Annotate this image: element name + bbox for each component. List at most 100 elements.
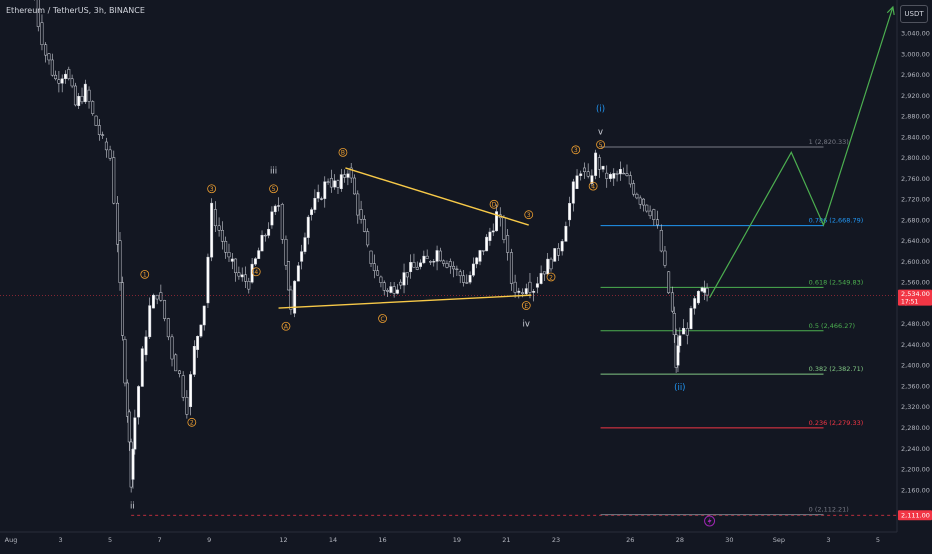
- candle-body: [67, 69, 71, 80]
- candle-body: [116, 202, 119, 245]
- candle-body: [170, 336, 174, 360]
- candle-body: [402, 272, 406, 286]
- candle-body: [546, 258, 550, 275]
- candle-body: [50, 59, 54, 76]
- candle-body: [70, 78, 74, 87]
- wave-marker: [521, 301, 531, 310]
- wave-marker: [269, 184, 278, 194]
- candle-body: [104, 141, 108, 151]
- x-tick-label: 5: [876, 536, 880, 544]
- current-price-tag: [898, 289, 932, 306]
- candle-body: [605, 172, 609, 179]
- wave-label: 5: [599, 142, 603, 149]
- candle-body: [645, 204, 649, 212]
- candle-body: [237, 272, 241, 277]
- candle-body: [234, 258, 238, 273]
- fib-level-label: 0 (2,112.21): [809, 506, 849, 514]
- candle-body: [181, 375, 185, 398]
- x-tick-label: 28: [676, 536, 684, 544]
- fib-level-label: 0.5 (2,466.27): [809, 322, 855, 330]
- x-tick-label: 14: [329, 536, 337, 544]
- candle-body: [586, 171, 590, 177]
- candle-body: [336, 180, 340, 188]
- candle-body: [148, 305, 152, 338]
- wave-label: (ii): [674, 383, 685, 393]
- candle-body: [524, 288, 528, 294]
- fib-level-label: 0.382 (2,382.71): [809, 365, 864, 373]
- candle-body: [306, 216, 310, 238]
- candle-body: [339, 174, 343, 189]
- low-price-label: 2,111.00: [901, 512, 930, 520]
- currency-button[interactable]: USDT: [900, 5, 928, 23]
- wave-marker: [546, 272, 556, 282]
- candle-body: [379, 276, 383, 283]
- candle-body: [625, 173, 629, 176]
- candle-body: [80, 95, 84, 103]
- candle-body: [632, 183, 636, 195]
- candle-body: [438, 250, 442, 262]
- lightning-glyph: [707, 517, 712, 525]
- wave-label: ii: [130, 501, 135, 511]
- candle-body: [415, 266, 419, 270]
- candle-body: [87, 89, 91, 102]
- candle-body: [323, 181, 327, 199]
- candle-body: [185, 397, 189, 415]
- wave-marker: [251, 267, 261, 277]
- candle-body: [705, 287, 709, 296]
- candle-body: [481, 250, 485, 252]
- y-tick-label: 2,560.00: [901, 279, 930, 287]
- wave-marker: [524, 210, 534, 220]
- candle-body: [475, 257, 479, 265]
- candle-body: [700, 287, 704, 292]
- candle-body: [682, 328, 685, 335]
- candle-body: [672, 313, 676, 336]
- low-price-tag: [898, 510, 932, 521]
- wave-marker: [588, 181, 598, 191]
- candle-body: [369, 250, 373, 264]
- y-tick-label: 2,840.00: [901, 133, 930, 141]
- candle-body: [425, 255, 429, 259]
- candle-body: [462, 275, 465, 283]
- candle-body: [310, 209, 314, 215]
- candle-body: [263, 234, 267, 237]
- fib-level-label: 0.618 (2,549.83): [809, 278, 864, 286]
- y-tick-label: 2,200.00: [901, 466, 930, 474]
- candle-body: [260, 234, 264, 252]
- candle-body: [517, 290, 521, 293]
- candle-body: [366, 231, 370, 246]
- candle-body: [133, 417, 137, 450]
- candle-body: [196, 336, 200, 350]
- y-tick-label: 2,720.00: [901, 196, 930, 204]
- candle-body: [685, 328, 689, 336]
- candle-body: [163, 300, 167, 319]
- candle-body: [353, 177, 356, 195]
- projection-line: [709, 6, 894, 299]
- x-tick-label: 9: [207, 536, 211, 544]
- fib-level-label: 0.236 (2,279.33): [809, 419, 864, 427]
- candle-body: [230, 258, 234, 262]
- candle-body: [670, 292, 674, 312]
- candle-body: [125, 382, 129, 417]
- x-tick-label: 26: [626, 536, 634, 544]
- candle-body: [618, 169, 622, 175]
- candle-body: [564, 225, 568, 242]
- candle-body: [77, 95, 81, 106]
- x-tick-label: 7: [158, 536, 162, 544]
- candle-body: [316, 191, 320, 199]
- candle-body: [286, 261, 290, 291]
- candle-body: [253, 258, 257, 265]
- candle-body: [535, 283, 539, 288]
- candle-body: [333, 180, 337, 188]
- x-tick-label: Sep: [773, 536, 785, 544]
- candle-body: [101, 134, 105, 136]
- candle-body: [399, 281, 403, 286]
- candle-body: [326, 181, 330, 183]
- candle-body: [349, 167, 353, 179]
- wave-marker: [281, 321, 291, 331]
- candle-body: [491, 230, 495, 233]
- candle-body: [174, 354, 178, 372]
- wave-label: (i): [596, 104, 605, 114]
